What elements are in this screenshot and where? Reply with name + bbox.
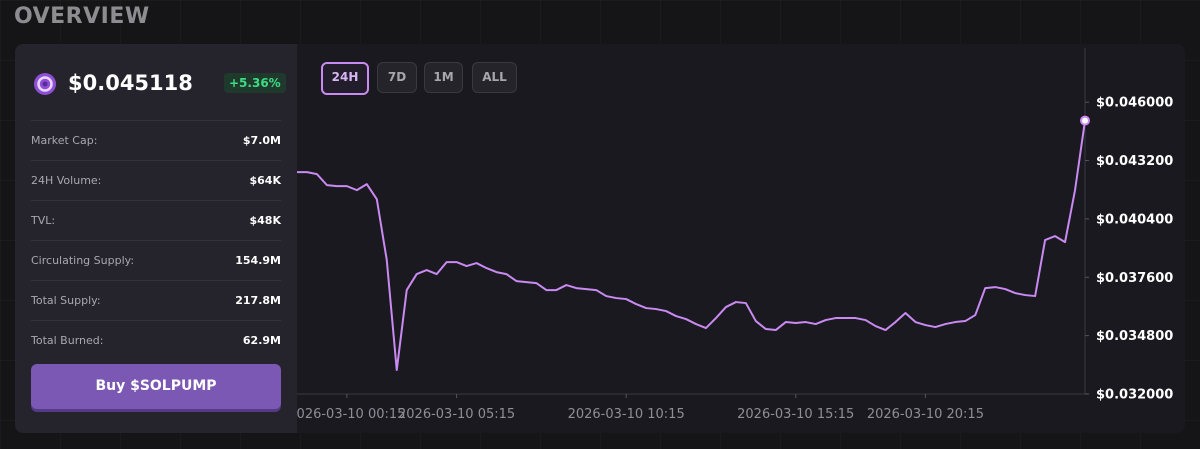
buy-button[interactable]: Buy $SOLPUMP xyxy=(31,364,281,409)
price-row: $0.045118 +5.36% xyxy=(31,68,286,100)
stat-row: Circulating Supply: 154.9M xyxy=(31,240,281,280)
stat-label: Circulating Supply: xyxy=(31,254,135,267)
timeframe-button[interactable]: 7D xyxy=(377,62,417,93)
y-tick-label: $0.034800 xyxy=(1096,329,1173,344)
stat-value: $64K xyxy=(249,174,282,187)
stat-label: Total Supply: xyxy=(31,294,101,307)
stat-row: Total Burned: 62.9M xyxy=(31,320,281,360)
section-title: OVERVIEW xyxy=(14,4,150,29)
y-tick-label: $0.046000 xyxy=(1096,96,1173,111)
x-tick-label: 2026-03-10 05:15 xyxy=(398,407,515,422)
price-change: +5.36% xyxy=(224,73,286,93)
stat-value: 217.8M xyxy=(235,294,281,307)
stat-row: 24H Volume: $64K xyxy=(31,160,281,200)
stat-label: TVL: xyxy=(31,214,56,227)
stat-row: Total Supply: 217.8M xyxy=(31,280,281,320)
x-tick-label: 2026-03-10 15:15 xyxy=(737,407,854,422)
stat-row: TVL: $48K xyxy=(31,200,281,240)
x-tick-label: 2026-03-10 10:15 xyxy=(568,407,685,422)
token-icon xyxy=(34,73,56,95)
stat-value: $48K xyxy=(249,214,282,227)
y-tick-label: $0.043200 xyxy=(1096,154,1173,169)
y-tick-label: $0.040400 xyxy=(1096,212,1173,227)
stat-value: 62.9M xyxy=(242,334,281,347)
y-tick-label: $0.037600 xyxy=(1096,271,1173,286)
token-panel: $0.045118 +5.36% Market Cap: $7.0M 24H Vol… xyxy=(15,44,297,433)
timeframe-button[interactable]: ALL xyxy=(472,62,517,93)
x-tick-label: 2026-03-10 20:15 xyxy=(867,407,984,422)
stat-value: $7.0M xyxy=(242,134,281,147)
stat-label: Total Burned: xyxy=(31,334,104,347)
token-price: $0.045118 xyxy=(68,71,193,95)
stat-row: Market Cap: $7.0M xyxy=(31,120,281,160)
price-line xyxy=(297,120,1086,372)
x-tick-label: 2026-03-10 00:15 xyxy=(288,407,405,422)
last-price-dot xyxy=(1080,115,1090,126)
timeframe-button[interactable]: 1M xyxy=(424,62,463,93)
stat-label: 24H Volume: xyxy=(31,174,102,187)
timeframe-button[interactable]: 24H xyxy=(321,62,369,95)
stat-value: 154.9M xyxy=(235,254,281,267)
y-tick-label: $0.032000 xyxy=(1096,388,1173,403)
stat-label: Market Cap: xyxy=(31,134,98,147)
